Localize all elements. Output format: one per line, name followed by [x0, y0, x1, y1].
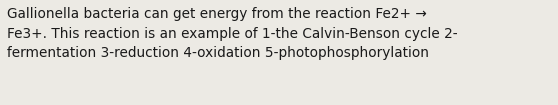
Text: Gallionella bacteria can get energy from the reaction Fe2+ →
Fe3+. This reaction: Gallionella bacteria can get energy from…: [7, 7, 458, 60]
